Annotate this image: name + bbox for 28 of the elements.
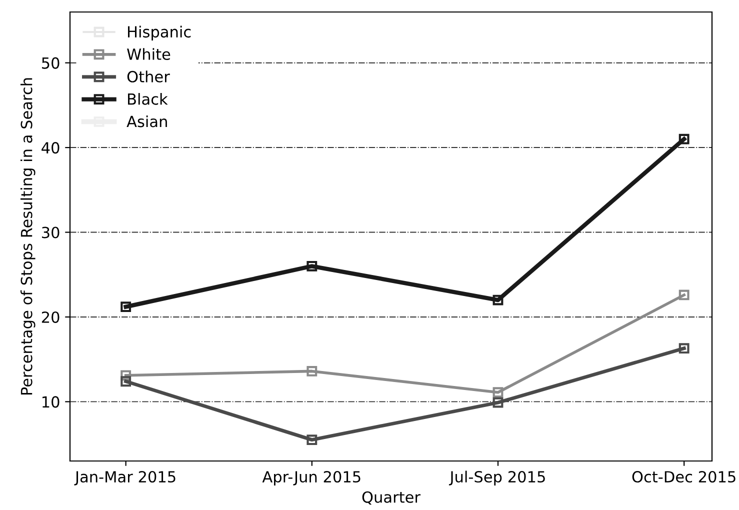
point [306,260,318,272]
point [492,294,504,306]
x-tick-label: Apr-Jun 2015 [262,470,360,486]
point [492,397,504,408]
x-tick-label: Oct-Dec 2015 [632,470,736,483]
legend-label: Other [127,70,170,82]
x-tick-label: Jan-Mar 2015 [74,470,176,486]
y-tick-label: 50 [42,57,60,69]
point [306,366,318,376]
legend-label: Asian [126,115,167,128]
point [120,302,132,312]
point [120,376,132,387]
point [678,134,690,144]
y-tick-label: 20 [42,311,60,324]
y-tick-label: 40 [42,142,60,154]
legend-label: Black [128,93,168,105]
y-tick-label: 10 [42,396,60,408]
x-axis-title: Quarter [362,491,421,505]
x-tick-label: Jul-Sep 2015 [448,470,545,486]
y-axis-title: Percentage of Stops Resulting in a Search [20,78,36,395]
y-tick-label: 30 [42,226,60,238]
legend-label: Hispanic [128,26,191,41]
point [678,290,690,300]
legend-label: White [127,48,170,60]
point [306,434,318,446]
point [492,387,504,398]
point [678,343,690,354]
point [120,370,132,381]
